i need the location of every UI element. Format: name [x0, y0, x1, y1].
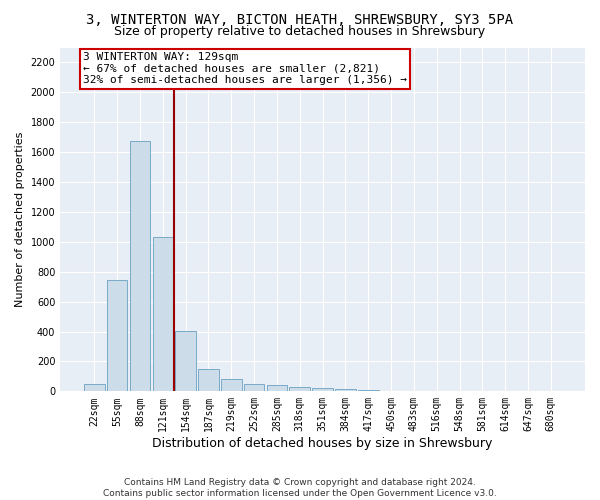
Bar [358, 390, 379, 392]
Text: 3 WINTERTON WAY: 129sqm
← 67% of detached houses are smaller (2,821)
32% of semi: 3 WINTERTON WAY: 129sqm ← 67% of detache… [83, 52, 407, 85]
Bar [335, 389, 356, 392]
Bar [84, 384, 104, 392]
Bar [381, 390, 401, 392]
Bar [152, 238, 173, 392]
Bar [221, 379, 242, 392]
Bar [313, 388, 333, 392]
Text: Size of property relative to detached houses in Shrewsbury: Size of property relative to detached ho… [115, 25, 485, 38]
Bar [175, 331, 196, 392]
Text: Contains HM Land Registry data © Crown copyright and database right 2024.
Contai: Contains HM Land Registry data © Crown c… [103, 478, 497, 498]
X-axis label: Distribution of detached houses by size in Shrewsbury: Distribution of detached houses by size … [152, 437, 493, 450]
Bar [244, 384, 265, 392]
Bar [130, 142, 150, 392]
Text: 3, WINTERTON WAY, BICTON HEATH, SHREWSBURY, SY3 5PA: 3, WINTERTON WAY, BICTON HEATH, SHREWSBU… [86, 12, 514, 26]
Bar [107, 280, 127, 392]
Y-axis label: Number of detached properties: Number of detached properties [15, 132, 25, 307]
Bar [289, 388, 310, 392]
Bar [266, 386, 287, 392]
Bar [198, 368, 219, 392]
